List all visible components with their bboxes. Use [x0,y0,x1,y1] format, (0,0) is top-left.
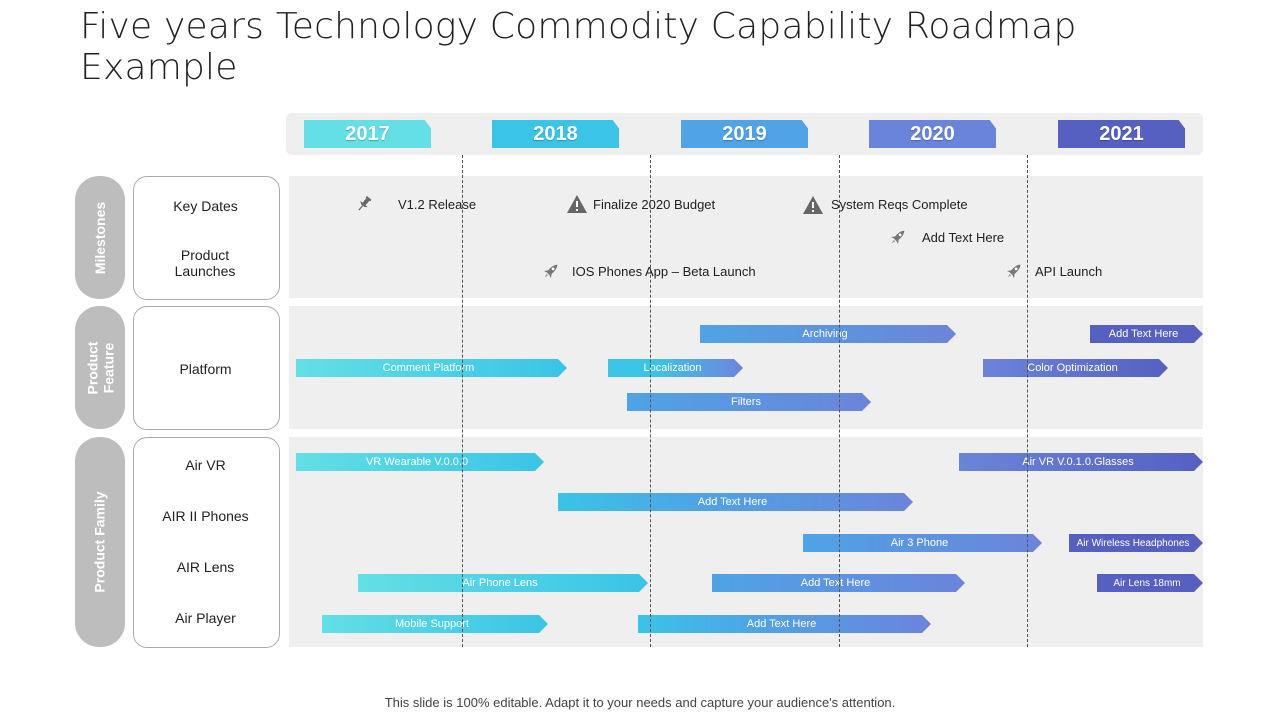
row-label-air-lens: AIR Lens [176,559,235,575]
product-family-panel [289,437,1203,647]
year-divider [650,155,651,647]
section-tab-product-feature: Product Feature [75,306,125,429]
pushpin-icon [353,193,375,215]
year-divider [839,155,840,647]
row-label-product-launches: Product Launches [174,247,236,279]
timeline-bar: Add Text Here [712,574,965,592]
timeline-bar: Filters [627,393,871,411]
platform-label-box [133,306,280,430]
milestone-text: System Reqs Complete [831,197,968,212]
year-divider [1027,155,1028,647]
timeline-bar: Air 3 Phone [803,534,1042,552]
milestone-text: Finalize 2020 Budget [593,197,716,212]
year-divider [462,155,463,647]
section-tab-product-family: Product Family [75,437,125,647]
section-label-product-feature: Product Feature [84,341,117,394]
page-title: Five years Technology Commodity Capabili… [80,6,1077,88]
warning-icon [802,194,824,216]
rocket-icon [540,260,562,282]
timeline-bar: VR Wearable V.0.0.0 [296,453,544,471]
timeline-bar: Color Optimization [983,359,1168,377]
year-2019: 2019 [681,120,808,148]
milestones-label-box [133,176,280,300]
section-label-milestones: Milestones [92,201,109,274]
section-label-product-family: Product Family [92,491,109,593]
timeline-bar: Comment Platform [296,359,567,377]
rocket-icon [887,226,909,248]
year-2020: 2020 [869,120,996,148]
milestone-text: IOS Phones App – Beta Launch [572,264,756,279]
row-label-air-player: Air Player [175,610,236,626]
timeline-bar: Archiving [700,325,956,343]
row-label-air-vr: Air VR [185,457,226,473]
milestone-text: V1.2 Release [398,197,477,212]
warning-icon [566,193,588,215]
timeline-bar: Air Phone Lens [358,574,648,592]
milestones-panel [289,176,1203,298]
footer-note: This slide is 100% editable. Adapt it to… [384,695,896,710]
milestone-text: API Launch [1035,264,1103,279]
timeline-bar: Add Text Here [1090,325,1203,343]
section-tab-milestones: Milestones [75,176,125,299]
row-label-key-dates: Key Dates [173,198,238,214]
rocket-icon [1003,260,1025,282]
timeline-bar: Air Wireless Headphones [1069,534,1203,552]
year-2018: 2018 [492,120,619,148]
product-family-label-box [133,437,280,648]
timeline-bar: Localization [608,359,743,377]
year-2017: 2017 [304,120,431,148]
timeline-bar: Add Text Here [558,493,913,511]
year-2021: 2021 [1058,120,1185,148]
row-label-platform: Platform [179,361,232,377]
timeline-bar: Mobile Support [322,615,548,633]
row-label-air-ii-phones: AIR II Phones [162,508,249,524]
timeline-bar: Air Lens 18mm [1097,574,1203,592]
timeline-bar: Air VR V.0.1.0.Glasses [959,453,1203,471]
milestone-text: Add Text Here [922,230,1005,245]
timeline-bar: Add Text Here [638,615,931,633]
